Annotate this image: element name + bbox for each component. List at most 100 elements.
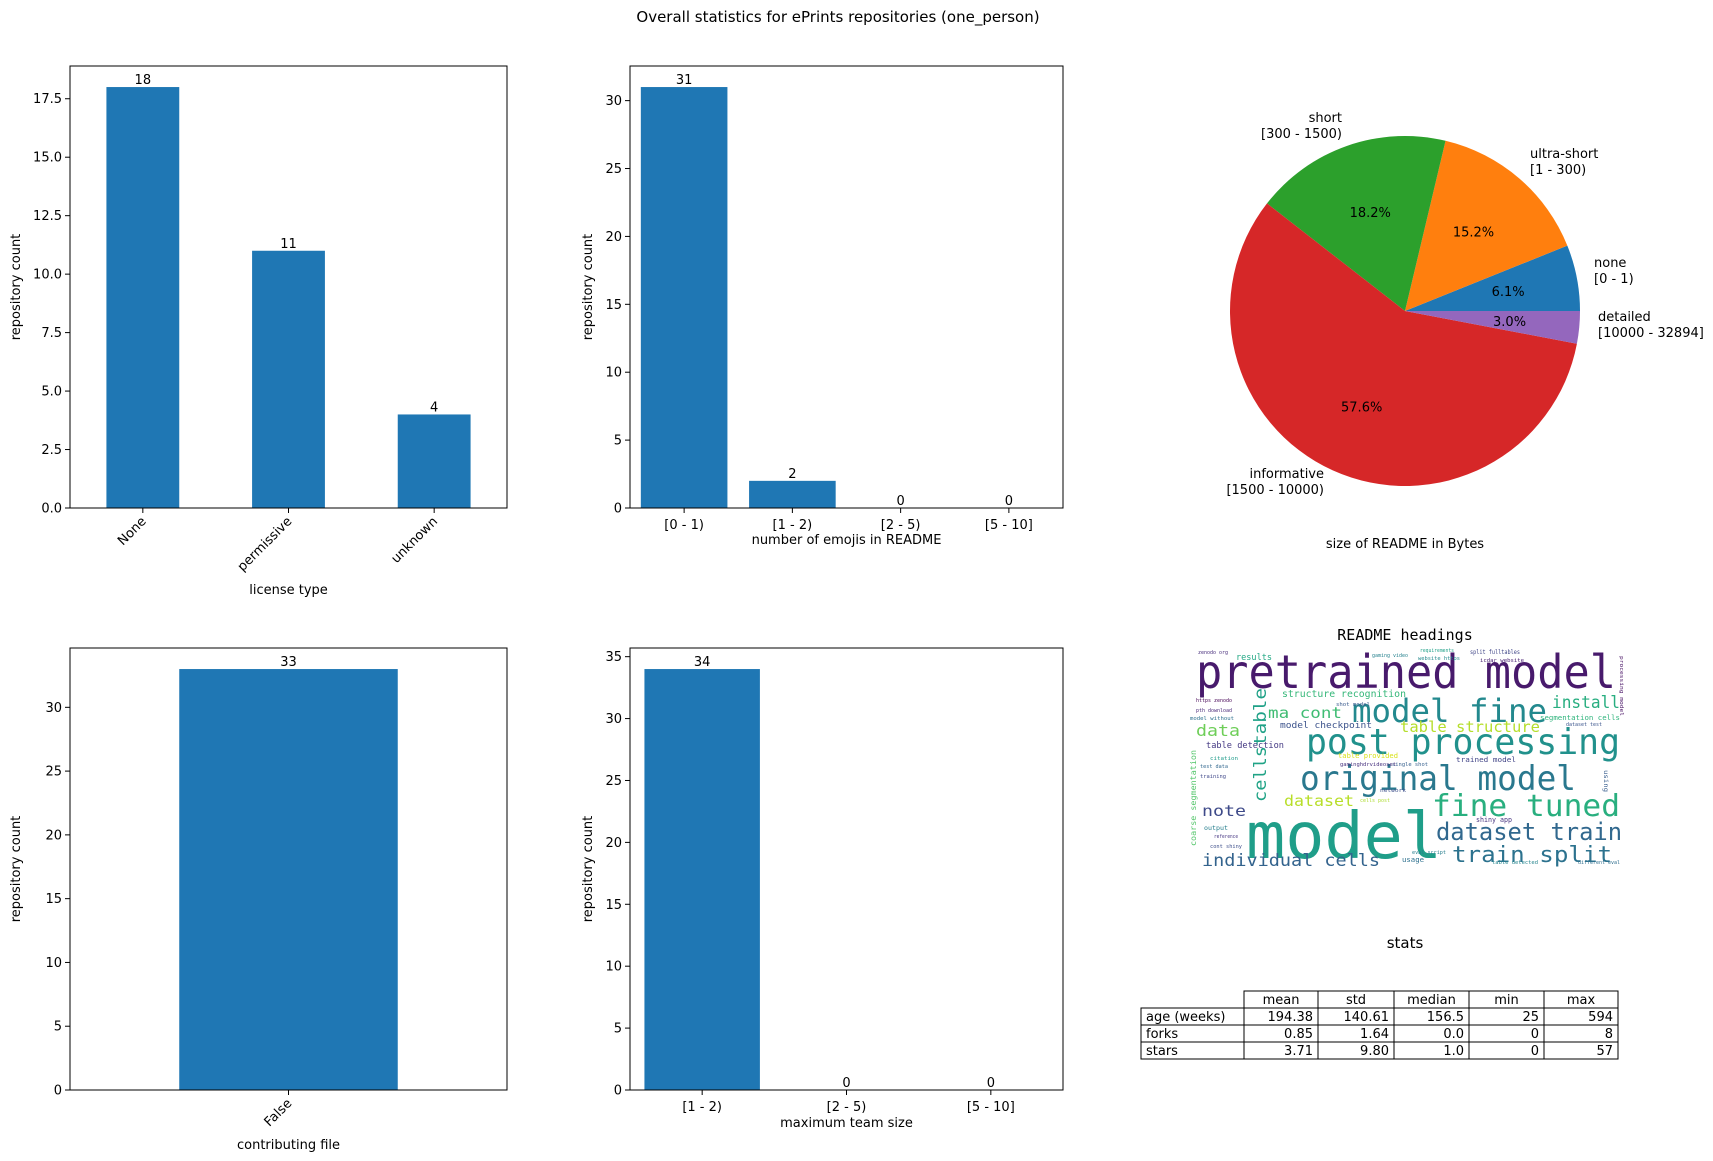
y-tick-label: 7.5 bbox=[41, 326, 62, 341]
wordcloud-word: icdar website bbox=[1480, 658, 1524, 664]
wordcloud-word: zenodo org bbox=[1198, 650, 1228, 656]
y-axis-label: repository count bbox=[581, 234, 596, 341]
wordcloud-word: table structure bbox=[1400, 718, 1540, 736]
x-tick-label: False bbox=[262, 1096, 296, 1130]
pie-percent-label: 18.2% bbox=[1350, 206, 1391, 221]
wordcloud-title: README headings bbox=[1337, 626, 1472, 644]
bar-value-label: 2 bbox=[788, 467, 796, 482]
wordcloud-word: table detected bbox=[1492, 860, 1538, 866]
y-tick-label: 0 bbox=[614, 502, 622, 517]
x-tick-label: [0 - 1) bbox=[664, 518, 704, 533]
axes-frame bbox=[69, 65, 508, 509]
y-axis-label: repository count bbox=[581, 816, 596, 923]
team-size-bar-chart: 0 5 10 15 20 25 30 35 34 [1 - 2) 0 [2 - 5) 0 [5 - 10]… bbox=[581, 647, 1064, 1131]
pie-percent-label: 57.6% bbox=[1341, 401, 1382, 416]
y-tick-label: 0 bbox=[54, 1084, 62, 1099]
y-tick-label: 5.0 bbox=[41, 385, 62, 400]
pie-x-label: size of README in Bytes bbox=[1326, 537, 1484, 552]
bar-value-label: 0 bbox=[987, 1076, 995, 1091]
bar-value-label: 4 bbox=[430, 400, 438, 415]
wordcloud-word: cells bbox=[1251, 746, 1271, 802]
y-axis-label: repository count bbox=[9, 234, 24, 341]
emoji-count-bar-chart: 0 5 10 15 20 25 30 31 [0 - 1) 2 [1 - 2) 0 [2 - 5) 0 [5… bbox=[581, 65, 1064, 548]
x-tick-label: permissive bbox=[235, 514, 295, 574]
table-cell bbox=[1543, 1041, 1619, 1060]
x-tick-label: [5 - 10] bbox=[967, 1100, 1015, 1115]
pie-slice-label: detailed [10000 - 32894] bbox=[1598, 310, 1704, 341]
wordcloud-word: training bbox=[1200, 774, 1226, 780]
wordcloud-word: dataset train bbox=[1436, 818, 1622, 846]
table-cell-value: 0.85 bbox=[1284, 1027, 1313, 1042]
y-tick-label: 10.0 bbox=[33, 268, 62, 283]
stats-table: stats mean std median min max age (weeks) 194.3… bbox=[1140, 934, 1619, 1060]
y-tick-label: 5 bbox=[614, 434, 622, 449]
wordcloud-word: results bbox=[1236, 653, 1272, 663]
pie-slice-label: none [0 - 1) bbox=[1594, 256, 1634, 287]
table-cell-value: 1.64 bbox=[1360, 1027, 1389, 1042]
pie-slice bbox=[1230, 203, 1577, 487]
y-tick-label: 0 bbox=[614, 1084, 622, 1099]
contributing-file-bar-chart: 0 5 10 15 20 25 30 33 False contributing file repo… bbox=[9, 647, 508, 1153]
wordcloud-word: website https bbox=[1418, 656, 1460, 662]
wordcloud-word: requirements bbox=[1420, 648, 1454, 654]
table-cell-value: 8 bbox=[1605, 1027, 1613, 1042]
wordcloud-word: network bbox=[1380, 788, 1406, 794]
bar bbox=[749, 480, 836, 508]
bar-value-label: 0 bbox=[1005, 494, 1013, 509]
wordcloud-word: usage bbox=[1402, 856, 1424, 864]
wordcloud-word: model checkpoint bbox=[1280, 721, 1372, 731]
figure-suptitle: Overall statistics for ePrints repositor… bbox=[636, 8, 1039, 27]
x-tick-label: None bbox=[115, 514, 150, 549]
table-row-label: age (weeks) bbox=[1146, 1010, 1225, 1025]
y-tick-label: 20 bbox=[605, 836, 622, 851]
x-axis-label: license type bbox=[249, 583, 328, 598]
bar bbox=[640, 87, 728, 509]
pie-percent-label: 15.2% bbox=[1453, 225, 1494, 240]
table-cell-value: 140.61 bbox=[1344, 1010, 1390, 1025]
bar bbox=[644, 669, 760, 1090]
bar bbox=[397, 414, 471, 508]
y-tick-label: 30 bbox=[605, 712, 622, 727]
wordcloud-word: processing model bbox=[1618, 656, 1624, 716]
bar bbox=[179, 669, 398, 1090]
stats-table-title: stats bbox=[1387, 934, 1424, 952]
table-cell-value: 0 bbox=[1531, 1044, 1539, 1059]
wordcloud-word: individual cells bbox=[1202, 851, 1380, 871]
wordcloud-word: different eval bbox=[1578, 860, 1620, 866]
wordcloud-word: model bbox=[1246, 800, 1442, 874]
wordcloud-word: model fine bbox=[1352, 692, 1547, 730]
table-cell-value: 3.71 bbox=[1284, 1044, 1313, 1059]
bar bbox=[106, 87, 180, 509]
x-tick-label: [2 - 5) bbox=[827, 1100, 867, 1115]
table-column-header: min bbox=[1494, 993, 1519, 1008]
wordcloud-word: dataset bbox=[1284, 792, 1354, 810]
y-tick-label: 5 bbox=[54, 1020, 62, 1035]
wordcloud-word: segmentation cells bbox=[1540, 714, 1620, 722]
y-tick-label: 17.5 bbox=[33, 92, 62, 107]
wordcloud-word: table bbox=[1251, 688, 1271, 746]
wordcloud-word: post processing bbox=[1306, 722, 1620, 763]
table-cell-value: 25 bbox=[1522, 1010, 1539, 1025]
bar-value-label: 33 bbox=[280, 655, 297, 670]
x-tick-label: [1 - 2) bbox=[773, 518, 813, 533]
table-cell-value: 594 bbox=[1588, 1010, 1613, 1025]
wordcloud-word: gaming video bbox=[1372, 653, 1408, 659]
y-tick-label: 30 bbox=[45, 701, 62, 716]
wordcloud-word: table detection bbox=[1206, 741, 1284, 751]
y-tick-label: 10 bbox=[605, 366, 622, 381]
y-tick-label: 25 bbox=[605, 162, 622, 177]
wordcloud-word: split fulltables bbox=[1470, 649, 1520, 656]
table-cell-value: 156.5 bbox=[1427, 1010, 1464, 1025]
wordcloud-word: citation bbox=[1210, 756, 1238, 762]
pie-slice bbox=[1405, 245, 1580, 311]
readme-size-pie-chart: 6.1% none [0 - 1) 15.2% ultra-short [1 - 300)… bbox=[1226, 111, 1703, 552]
table-cell-value: 57 bbox=[1596, 1044, 1613, 1059]
pie-percent-label: 6.1% bbox=[1492, 285, 1525, 300]
table-cell-value: 0.0 bbox=[1443, 1027, 1464, 1042]
x-tick-label: [2 - 5) bbox=[881, 518, 921, 533]
axes-frame bbox=[629, 65, 1064, 509]
wordcloud-word: model without bbox=[1190, 716, 1234, 722]
y-tick-label: 10 bbox=[605, 960, 622, 975]
table-cell-value: 1.0 bbox=[1443, 1044, 1464, 1059]
